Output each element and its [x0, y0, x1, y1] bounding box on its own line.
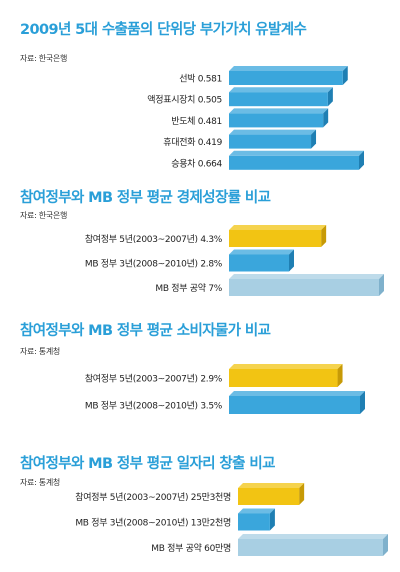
bar-top — [229, 129, 317, 135]
bar-label: 반도체 0.481 — [171, 116, 222, 127]
bar-label: MB 정부 공약 60만명 — [151, 542, 231, 554]
bar-label: 액정표시장치 0.505 — [147, 94, 222, 106]
bar-top — [229, 87, 333, 93]
bar-side — [323, 108, 329, 128]
bar-front — [229, 254, 289, 272]
bar-top — [229, 391, 365, 396]
chart-source: 자료: 통계청 — [20, 347, 60, 356]
bar-label: 참여정부 5년(2003~2007년) 4.3% — [85, 233, 223, 245]
chart-source: 자료: 통계청 — [20, 478, 60, 487]
bar-front — [238, 539, 383, 556]
chart-source: 자료: 한국은행 — [20, 211, 67, 220]
bar-chart: 참여정부 5년(2003~2007년) 2.9% MB 정부 3년(2008~20… — [85, 364, 365, 414]
bar-chart: 참여정부 5년(2003~2007년) 4.3% MB 정부 3년(2008~20… — [85, 225, 384, 296]
bar-label: MB 정부 공약 7% — [155, 282, 222, 294]
bar-front — [229, 92, 328, 107]
bar-top — [229, 108, 329, 114]
bar-label: 선박 0.581 — [179, 74, 222, 85]
bar-3 — [229, 129, 317, 149]
bar-front — [238, 488, 300, 505]
bar-side — [337, 364, 343, 387]
bar-label: MB 정부 3년(2008~2010년) 2.8% — [85, 259, 223, 270]
bar-top — [229, 274, 384, 279]
bar-side — [327, 87, 333, 107]
bar-side — [311, 129, 317, 149]
chart-title: 2009년 5대 수출품의 단위당 부가가치 유발계수 — [20, 22, 307, 38]
bar-side — [321, 225, 327, 247]
bar-label: 승용차 0.664 — [171, 157, 222, 169]
bar-top — [238, 534, 388, 539]
bar-side — [379, 274, 384, 296]
bar-label: MB 정부 3년(2008~2010년) 13만2천명 — [75, 518, 231, 529]
bar-1 — [229, 391, 365, 414]
chart-title: 참여정부와 MB 정부 평균 소비자물가 비교 — [20, 323, 271, 339]
bar-top — [229, 66, 348, 71]
bar-front — [229, 230, 322, 247]
bar-2 — [229, 108, 329, 128]
bar-1 — [229, 87, 333, 107]
bar-front — [229, 155, 359, 170]
bar-label: MB 정부 3년(2008~2010년) 3.5% — [85, 401, 223, 412]
bar-side — [269, 508, 275, 531]
bar-front — [229, 113, 324, 128]
chart-source: 자료: 한국은행 — [20, 54, 67, 63]
bar-0 — [229, 66, 348, 85]
bar-0 — [229, 364, 343, 387]
bar-top — [229, 249, 294, 255]
bar-front — [229, 134, 312, 149]
bar-label: 참여정부 5년(2003~2007년) 2.9% — [85, 373, 223, 385]
bar-chart: 선박 0.581 액정표시장치 0.505 반도체 0.481 휴대전화 0.419 승… — [147, 66, 364, 170]
bar-side — [360, 391, 365, 414]
bar-top — [229, 150, 364, 156]
bar-top — [229, 225, 327, 230]
bar-top — [238, 508, 275, 514]
bar-front — [229, 279, 379, 296]
bar-side — [359, 150, 364, 170]
bar-side — [383, 534, 388, 556]
bar-top — [229, 364, 343, 369]
bar-label: 참여정부 5년(2003~2007년) 25만3천명 — [75, 491, 231, 503]
bar-side — [289, 249, 294, 272]
bar-label: 휴대전화 0.419 — [163, 137, 222, 148]
chart-title: 참여정부와 MB 정부 평균 경제성장률 비교 — [20, 190, 271, 206]
bar-front — [229, 369, 338, 387]
bar-2 — [238, 534, 388, 556]
bar-1 — [229, 249, 294, 272]
bar-4 — [229, 150, 364, 170]
bar-front — [238, 513, 270, 531]
bar-2 — [229, 274, 384, 296]
bar-front — [229, 396, 360, 414]
bar-top — [238, 483, 305, 488]
bar-side — [342, 66, 348, 85]
bar-side — [299, 483, 305, 505]
bar-front — [229, 71, 343, 85]
chart-title: 참여정부와 MB 정부 평균 일자리 창출 비교 — [20, 456, 275, 472]
bar-0 — [229, 225, 327, 247]
bar-0 — [238, 483, 305, 505]
bar-1 — [238, 508, 275, 531]
